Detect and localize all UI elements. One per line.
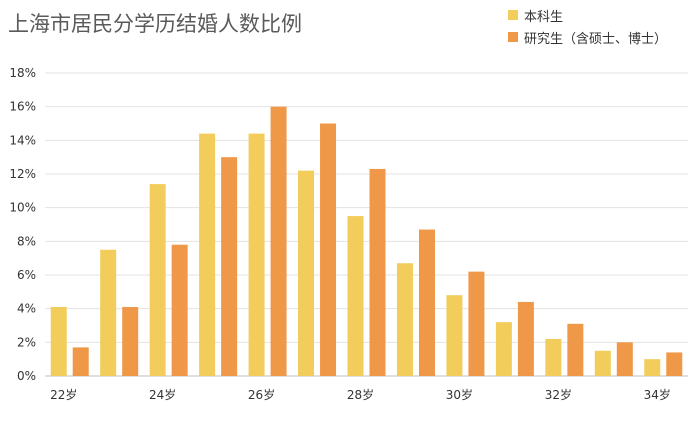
bar-graduate — [320, 123, 337, 376]
bar-graduate — [666, 352, 683, 376]
y-tick-label: 18% — [9, 66, 36, 80]
x-tick-label: 28岁 — [347, 387, 374, 402]
y-tick-label: 10% — [9, 201, 36, 215]
bar-bachelor — [594, 350, 611, 376]
bar-bachelor — [446, 295, 463, 376]
bar-graduate — [567, 323, 584, 376]
x-tick-label: 24岁 — [149, 387, 176, 402]
bar-bachelor — [199, 133, 216, 376]
bar-graduate — [616, 342, 633, 376]
y-tick-label: 4% — [17, 302, 36, 316]
x-tick-label: 32岁 — [545, 387, 572, 402]
legend-item-graduate: 研究生（含硕士、博士） — [508, 26, 667, 48]
x-tick-label: 22岁 — [50, 387, 77, 402]
x-tick-label: 30岁 — [446, 387, 473, 402]
bar-graduate — [418, 229, 435, 376]
bar-graduate — [122, 306, 139, 376]
bar-graduate — [468, 271, 485, 376]
bar-bachelor — [347, 216, 364, 376]
bar-bachelor — [248, 133, 265, 376]
legend-swatch-bachelor — [508, 10, 518, 20]
legend-item-bachelor: 本科生 — [508, 4, 667, 26]
x-tick-label: 26岁 — [248, 387, 275, 402]
y-tick-label: 6% — [17, 268, 36, 282]
bar-graduate — [270, 106, 287, 377]
chart-title: 上海市居民分学历结婚人数比例 — [8, 12, 302, 36]
y-tick-label: 0% — [17, 369, 36, 383]
bar-graduate — [517, 301, 534, 376]
bar-bachelor — [644, 359, 661, 376]
bar-graduate — [171, 244, 188, 376]
y-tick-label: 14% — [9, 133, 36, 147]
bar-bachelor — [396, 263, 413, 376]
bar-graduate — [369, 168, 386, 376]
x-tick-label: 34岁 — [644, 387, 671, 402]
bar-bachelor — [545, 338, 562, 376]
bar-bachelor — [50, 306, 67, 376]
legend: 本科生 研究生（含硕士、博士） — [508, 4, 667, 48]
bar-graduate — [221, 157, 238, 376]
bar-bachelor — [495, 322, 512, 376]
bar-bachelor — [100, 249, 117, 376]
y-tick-label: 8% — [17, 234, 36, 248]
y-tick-label: 12% — [9, 167, 36, 181]
legend-swatch-graduate — [508, 32, 518, 42]
y-tick-label: 2% — [17, 335, 36, 349]
y-tick-label: 16% — [9, 100, 36, 114]
bar-graduate — [72, 347, 89, 376]
legend-label-graduate: 研究生（含硕士、博士） — [524, 31, 668, 47]
bar-bachelor — [149, 184, 166, 376]
legend-label-bachelor: 本科生 — [524, 9, 564, 25]
bar-bachelor — [298, 170, 315, 376]
